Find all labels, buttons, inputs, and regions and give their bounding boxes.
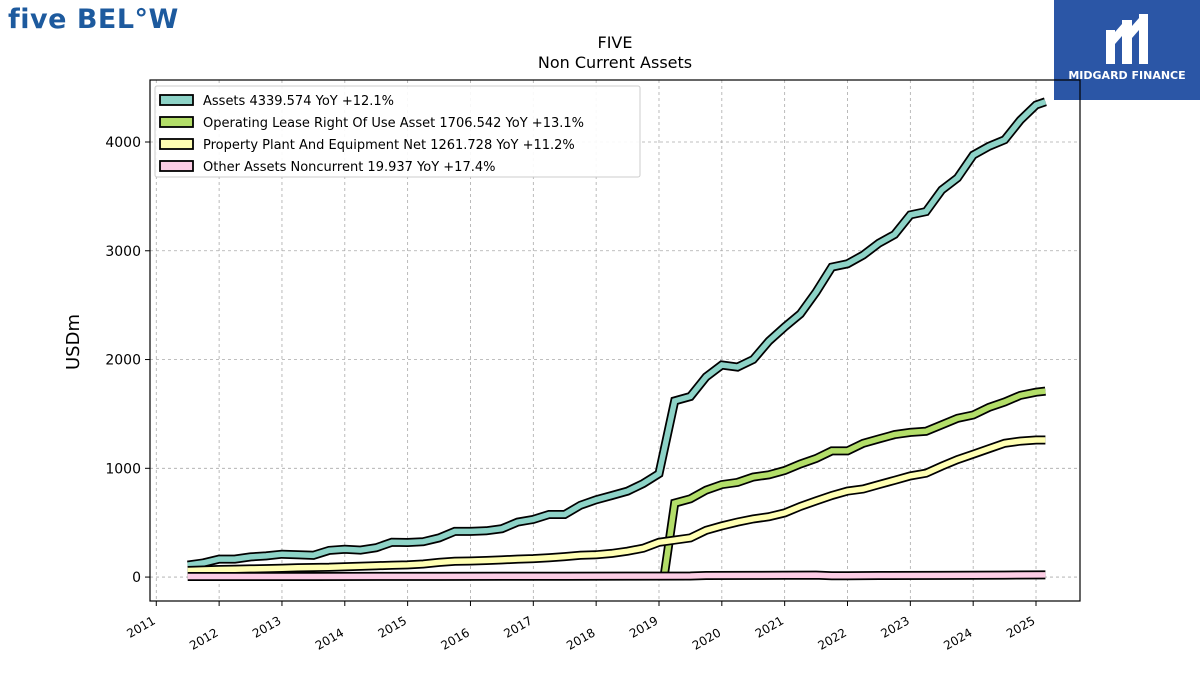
legend-label: Other Assets Noncurrent 19.937 YoY +17.4… [203,160,495,175]
legend-swatch [159,138,194,150]
chart-title: FIVE [598,33,633,52]
series-line [187,437,1046,574]
x-tick-label: 2023 [878,613,911,640]
legend-label: Operating Lease Right Of Use Asset 1706.… [203,116,584,131]
y-tick-label: 4000 [105,135,141,151]
legend-label: Assets 4339.574 YoY +12.1% [203,94,394,109]
series-line [187,99,1047,568]
five-below-logo: five BEL°W [8,4,179,35]
legend-swatch [159,160,194,172]
series-2 [187,435,1046,575]
legend-swatch [159,116,194,128]
x-tick-label: 2011 [124,613,157,640]
y-tick-label: 2000 [105,353,141,369]
x-tick-label: 2016 [439,625,472,652]
series-line [187,572,1046,580]
series-1 [659,386,1046,578]
plot-frame [149,79,1081,602]
midgard-finance-logo: MIDGARD FINANCE [1054,0,1200,100]
x-tick-label: 2022 [816,625,849,652]
midgard-finance-logo-text: MIDGARD FINANCE [1068,69,1186,82]
y-ticks: 0 1000 2000 3000 4000 [105,135,150,586]
x-tick-label: 2014 [313,625,346,652]
midgard-mark-icon [1106,14,1148,64]
legend-label: Property Plant And Equipment Net 1261.72… [203,138,575,153]
y-axis-label: USDm [63,314,84,370]
series-3 [187,570,1046,581]
x-tick-label: 2015 [376,613,409,640]
x-tick-label: 2012 [187,625,220,652]
y-tick-label: 0 [132,570,141,586]
series-lines [187,97,1047,581]
x-tick-label: 2024 [941,625,974,652]
y-tick-label: 1000 [105,461,141,477]
series-line [661,388,1046,578]
x-tick-label: 2013 [250,613,283,640]
legend: Assets 4339.574 YoY +12.1% Operating Leas… [154,85,641,178]
x-tick-label: 2019 [627,613,660,640]
series-0 [187,97,1047,570]
x-tick-label: 2017 [501,613,534,640]
legend-swatch [159,94,194,106]
x-ticks: 2011 2012 2013 2014 2015 2016 2017 2018 2019 2020… [124,601,1038,653]
x-tick-label: 2025 [1004,613,1037,640]
chart-subtitle: Non Current Assets [538,53,692,72]
x-tick-label: 2020 [690,625,723,652]
x-tick-label: 2021 [753,613,786,640]
x-tick-label: 2018 [564,625,597,652]
legend-box [154,85,641,178]
y-tick-label: 3000 [105,244,141,260]
